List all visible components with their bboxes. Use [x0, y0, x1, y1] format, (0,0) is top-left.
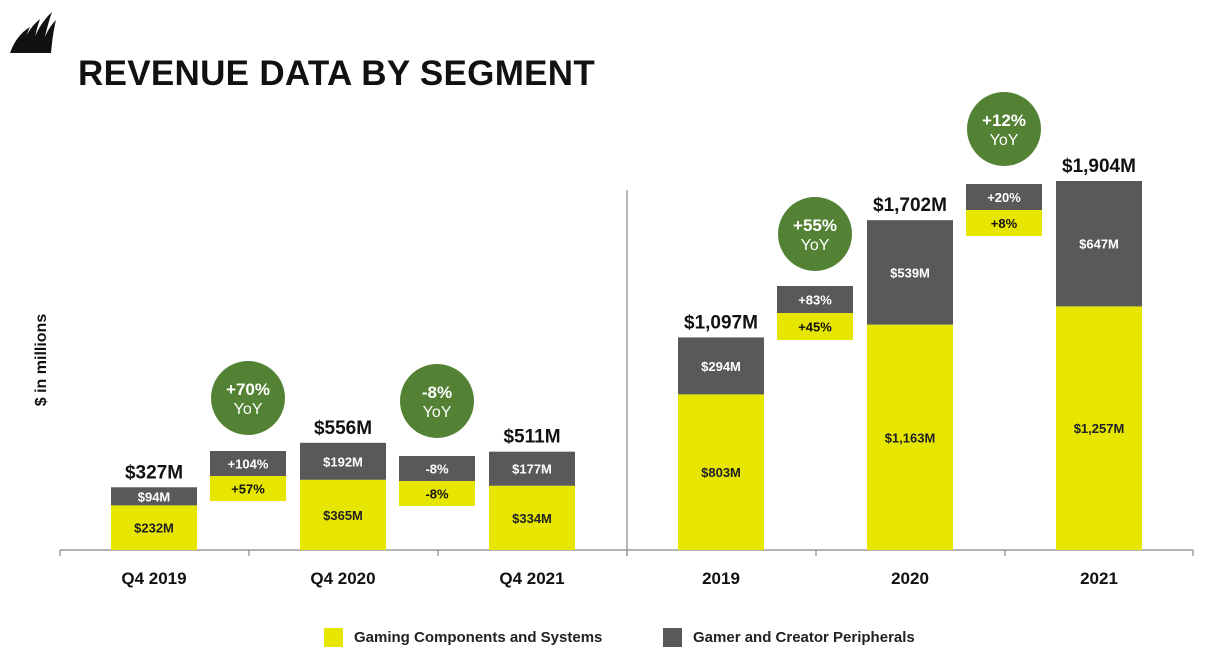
bar-total-label: $511M — [503, 427, 560, 448]
x-axis-tick-label: 2021 — [1080, 569, 1118, 588]
yoy-circle — [211, 361, 285, 435]
yoy-circle — [967, 92, 1041, 166]
corsair-logo — [10, 12, 56, 53]
change-gaming-label: +45% — [798, 320, 832, 335]
legend-peripherals-label: Gamer and Creator Peripherals — [693, 628, 915, 646]
bar-peripherals-value-label: $539M — [890, 265, 930, 280]
x-axis-tick-label: Q4 2020 — [310, 569, 375, 588]
page-title: REVENUE DATA BY SEGMENT — [78, 54, 596, 93]
bar-total-label: $556M — [314, 418, 372, 439]
bar-gaming-segment — [111, 505, 197, 550]
bar-total-label: $327M — [125, 462, 183, 483]
bar-peripherals-value-label: $177M — [512, 462, 552, 477]
bar-total-label: $1,904M — [1062, 156, 1136, 177]
change-peripherals-box — [777, 286, 853, 313]
x-axis-tick-label: Q4 2021 — [499, 569, 564, 588]
bar-gaming-segment — [489, 485, 575, 550]
change-gaming-label: -8% — [425, 487, 449, 502]
change-gaming-label: +57% — [231, 482, 265, 497]
bar-peripherals-segment — [1056, 181, 1142, 307]
legend-gaming-label: Gaming Components and Systems — [354, 628, 603, 646]
bar-peripherals-segment — [111, 487, 197, 506]
bar-gaming-value-label: $334M — [512, 511, 552, 526]
x-axis-tick-label: 2019 — [702, 569, 740, 588]
x-axis-tick-label: 2020 — [891, 569, 929, 588]
bar-gaming-value-label: $803M — [701, 465, 741, 480]
bar-peripherals-segment — [489, 451, 575, 486]
bar-total-label: $1,097M — [684, 312, 758, 333]
bar-gaming-value-label: $1,257M — [1074, 421, 1125, 436]
bar-peripherals-value-label: $192M — [323, 454, 363, 469]
yoy-percent-label: +55% — [793, 216, 837, 235]
bar-gaming-segment — [678, 394, 764, 550]
legend-peripherals: Gamer and Creator Peripherals — [663, 624, 915, 650]
yoy-percent-label: +70% — [226, 380, 270, 399]
change-gaming-box — [777, 313, 853, 340]
yoy-unit-label: YoY — [990, 132, 1019, 149]
yoy-unit-label: YoY — [423, 404, 452, 421]
change-peripherals-label: -8% — [425, 462, 449, 477]
bar-peripherals-value-label: $647M — [1079, 237, 1119, 252]
bar-gaming-segment — [1056, 306, 1142, 550]
bar-peripherals-segment — [300, 442, 386, 480]
yoy-percent-label: -8% — [422, 383, 452, 402]
bar-peripherals-value-label: $294M — [701, 359, 741, 374]
bar-total-label: $1,702M — [873, 195, 947, 216]
change-peripherals-box — [399, 456, 475, 481]
bar-gaming-value-label: $232M — [134, 521, 174, 536]
legend-peripherals-swatch — [663, 627, 682, 647]
change-peripherals-label: +83% — [798, 293, 832, 308]
change-peripherals-label: +20% — [987, 190, 1021, 205]
bar-peripherals-segment — [678, 337, 764, 395]
change-peripherals-label: +104% — [228, 457, 269, 472]
yoy-percent-label: +12% — [982, 111, 1026, 130]
x-axis-tick-label: Q4 2019 — [121, 569, 186, 588]
yoy-unit-label: YoY — [801, 237, 830, 254]
bar-peripherals-segment — [867, 220, 953, 325]
yoy-circle — [778, 197, 852, 271]
yoy-unit-label: YoY — [234, 401, 263, 418]
bar-gaming-value-label: $365M — [323, 508, 363, 523]
yoy-circle — [400, 364, 474, 438]
legend-gaming: Gaming Components and Systems — [324, 624, 602, 650]
change-peripherals-box — [966, 184, 1042, 210]
bar-gaming-value-label: $1,163M — [885, 430, 936, 445]
change-gaming-box — [210, 476, 286, 501]
bar-gaming-segment — [300, 479, 386, 550]
change-peripherals-box — [210, 451, 286, 476]
change-gaming-box — [966, 210, 1042, 236]
change-gaming-box — [399, 481, 475, 506]
change-gaming-label: +8% — [991, 216, 1018, 231]
bar-peripherals-value-label: $94M — [138, 489, 171, 504]
legend-gaming-swatch — [324, 627, 343, 647]
bar-gaming-segment — [867, 324, 953, 550]
